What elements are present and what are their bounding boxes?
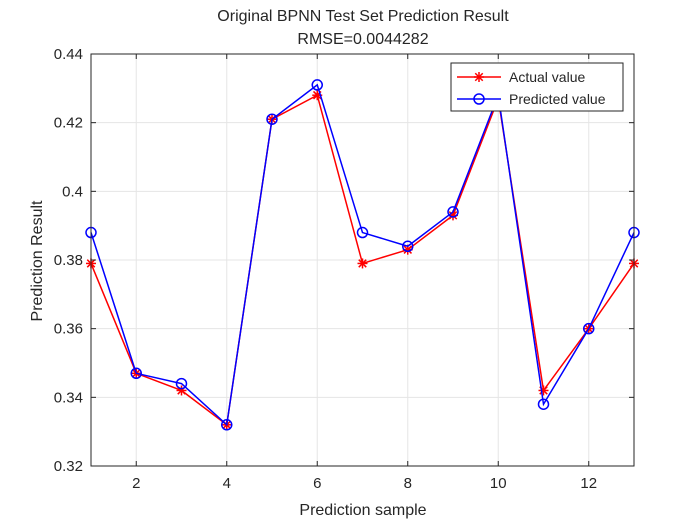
- x-tick-label: 12: [580, 475, 597, 492]
- circle-marker: [537, 398, 550, 410]
- y-tick-label: 0.36: [54, 321, 83, 338]
- circle-marker: [266, 113, 278, 125]
- series-predicted: [85, 79, 640, 431]
- y-tick-label: 0.4: [62, 183, 83, 200]
- legend-label: Predicted value: [509, 91, 606, 107]
- legend-label: Actual value: [509, 69, 585, 85]
- circle-marker: [221, 419, 233, 431]
- x-tick-label: 6: [313, 475, 321, 492]
- y-tick-label: 0.38: [54, 252, 83, 269]
- legend-box: [450, 62, 624, 112]
- circle-marker: [130, 367, 142, 380]
- circle-marker: [473, 93, 485, 105]
- axis-ticks: 2 4 6 8 10 12 0.32 0.34 0.36 0.38 0.4 0.42 0.44: [54, 46, 634, 492]
- x-tick-label: 4: [223, 475, 231, 492]
- circle-marker: [447, 206, 459, 218]
- asterisk-marker: [538, 385, 549, 396]
- legend-item: Actual value: [457, 69, 585, 85]
- y-tick-label: 0.34: [54, 389, 83, 406]
- circle-marker: [311, 79, 323, 91]
- y-tick-label: 0.32: [54, 458, 83, 475]
- circle-marker: [402, 240, 414, 253]
- series-line: [90, 83, 635, 427]
- series-layer: [85, 79, 640, 431]
- circle-marker: [583, 322, 595, 335]
- y-axis-label: Prediction Result: [29, 200, 46, 322]
- x-tick-label: 10: [490, 475, 507, 492]
- x-tick-label: 8: [404, 475, 412, 492]
- x-tick-label: 2: [132, 475, 140, 492]
- circle-marker: [356, 226, 369, 239]
- y-tick-label: 0.44: [54, 46, 83, 63]
- legend: Actual value Predicted value: [450, 62, 624, 112]
- chart-title: Original BPNN Test Set Prediction Result: [217, 8, 509, 25]
- legend-item: Predicted value: [457, 91, 606, 107]
- circle-marker: [175, 377, 188, 390]
- chart-subtitle: RMSE=0.0044282: [297, 31, 428, 48]
- asterisk-marker: [474, 72, 484, 82]
- asterisk-marker: [357, 258, 368, 269]
- y-tick-label: 0.42: [54, 115, 83, 132]
- x-axis-label: Prediction sample: [299, 502, 426, 519]
